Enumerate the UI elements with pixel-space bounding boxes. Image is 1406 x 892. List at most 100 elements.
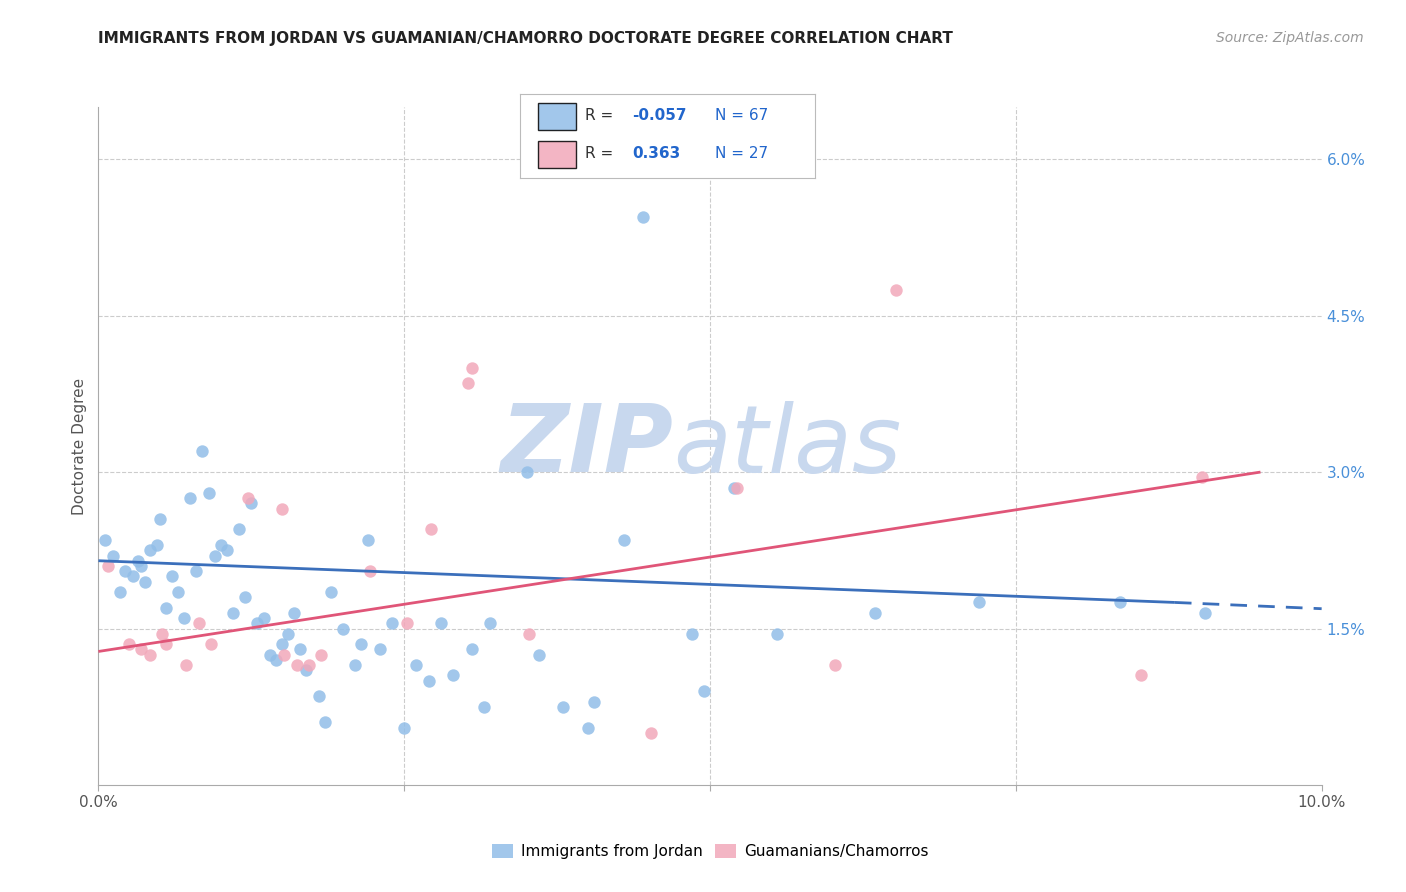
Point [640, 726, 662, 740]
Point [344, 658, 367, 673]
Point [395, 616, 418, 631]
Point [314, 715, 336, 730]
Point [359, 564, 381, 578]
Point [176, 658, 198, 673]
Text: Source: ZipAtlas.com: Source: ZipAtlas.com [1216, 31, 1364, 45]
Point [240, 496, 263, 510]
Point [418, 673, 440, 688]
Point [101, 549, 124, 563]
Point [441, 668, 464, 682]
Point [405, 658, 427, 673]
Point [368, 642, 391, 657]
Point [460, 642, 482, 657]
Point [204, 549, 226, 563]
Point [150, 626, 173, 640]
Point [553, 699, 575, 714]
Point [215, 543, 238, 558]
Point [967, 595, 990, 609]
FancyBboxPatch shape [538, 141, 576, 169]
Point [576, 721, 599, 735]
Point [766, 626, 789, 640]
Text: -0.057: -0.057 [633, 108, 688, 123]
Point [121, 569, 143, 583]
Text: ZIP: ZIP [501, 400, 673, 492]
Point [200, 637, 222, 651]
Point [1191, 470, 1213, 484]
Point [160, 569, 183, 583]
Point [264, 653, 287, 667]
Point [356, 533, 378, 547]
Point [186, 564, 208, 578]
Point [155, 637, 177, 651]
Point [723, 481, 745, 495]
Point [460, 360, 482, 375]
Point [1194, 606, 1216, 620]
Point [134, 574, 156, 589]
Point [222, 606, 245, 620]
Point [332, 622, 354, 636]
Point [139, 648, 162, 662]
Point [582, 694, 605, 708]
Text: atlas: atlas [673, 401, 901, 491]
Point [273, 648, 295, 662]
Point [457, 376, 479, 391]
Point [516, 465, 538, 479]
Point [472, 699, 495, 714]
Point [430, 616, 453, 631]
Point [236, 491, 259, 505]
Point [139, 543, 162, 558]
Point [863, 606, 886, 620]
Point [93, 533, 115, 547]
Point [129, 642, 152, 657]
Point [209, 538, 232, 552]
Text: R =: R = [585, 146, 623, 161]
Point [118, 637, 141, 651]
Point [114, 564, 136, 578]
Point [228, 523, 250, 537]
Text: 0.363: 0.363 [633, 146, 681, 161]
Point [173, 611, 195, 625]
Point [517, 626, 540, 640]
Point [187, 616, 209, 631]
Point [681, 626, 703, 640]
Point [283, 606, 305, 620]
Point [319, 585, 342, 599]
Point [167, 585, 190, 599]
Point [884, 283, 907, 297]
Point [392, 721, 416, 735]
Point [259, 648, 281, 662]
Point [246, 616, 269, 631]
Point [191, 444, 214, 458]
Point [127, 554, 149, 568]
Point [381, 616, 404, 631]
Point [129, 558, 152, 573]
Point [295, 663, 318, 677]
Point [527, 648, 550, 662]
Point [693, 684, 716, 698]
Text: N = 27: N = 27 [716, 146, 768, 161]
Point [233, 591, 256, 605]
Point [110, 585, 132, 599]
Point [277, 626, 299, 640]
Point [350, 637, 373, 651]
Point [420, 523, 443, 537]
Text: R =: R = [585, 108, 619, 123]
Point [613, 533, 636, 547]
Point [252, 611, 274, 625]
Y-axis label: Doctorate Degree: Doctorate Degree [72, 377, 87, 515]
Point [179, 491, 201, 505]
Point [478, 616, 501, 631]
Point [155, 600, 177, 615]
Point [1108, 595, 1130, 609]
Point [309, 648, 332, 662]
Point [270, 637, 294, 651]
Point [1129, 668, 1152, 682]
Point [270, 501, 294, 516]
Text: IMMIGRANTS FROM JORDAN VS GUAMANIAN/CHAMORRO DOCTORATE DEGREE CORRELATION CHART: IMMIGRANTS FROM JORDAN VS GUAMANIAN/CHAM… [98, 31, 953, 46]
Point [149, 512, 172, 526]
Legend: Immigrants from Jordan, Guamanians/Chamorros: Immigrants from Jordan, Guamanians/Chamo… [485, 838, 935, 865]
Point [290, 642, 312, 657]
Point [298, 658, 321, 673]
Point [197, 486, 219, 500]
Text: N = 67: N = 67 [716, 108, 768, 123]
